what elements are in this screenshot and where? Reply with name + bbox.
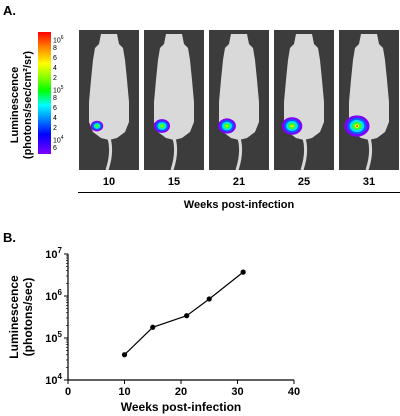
mouse-tail xyxy=(365,137,373,170)
x-tick-label: 40 xyxy=(288,386,300,398)
colorbar-tick-label: 2 xyxy=(53,125,57,132)
y-tick-label: 104 xyxy=(45,372,62,387)
mouse-body xyxy=(349,34,389,140)
colorbar-tick-label: 4 xyxy=(53,115,57,122)
week-label: 31 xyxy=(362,176,376,188)
colorbar-tick-label: 6 xyxy=(53,55,57,62)
y-axis-title-line2: (photons/sec) xyxy=(21,278,35,357)
y-tick-label: 106 xyxy=(45,288,62,303)
data-point xyxy=(184,313,190,319)
mouse-bioluminescence-image xyxy=(339,30,399,170)
x-tick-label: 20 xyxy=(175,386,187,398)
mouse-tail xyxy=(300,137,308,170)
luminescence-line-chart: 0 10 20 30 40 104 105 106 107 Weeks post-infectio… xyxy=(7,246,300,414)
mouse-tail xyxy=(105,137,113,170)
luminescence-signal xyxy=(291,125,293,127)
mouse-body xyxy=(154,34,194,140)
colorbar-tick-label: 6 xyxy=(53,105,57,112)
mouse-bioluminescence-image xyxy=(144,30,204,170)
week-label: 21 xyxy=(232,176,246,188)
panel-a-label: A. xyxy=(3,3,16,18)
y-axis-title-line1: Luminescence xyxy=(7,275,21,359)
mouse-body xyxy=(89,34,129,140)
y-tick-label: 107 xyxy=(45,246,62,261)
colorbar-tick-label: 104 xyxy=(53,135,64,145)
panel-a-axis-line xyxy=(78,192,400,193)
data-point xyxy=(121,352,128,358)
colorbar-tick-label: 106 xyxy=(53,35,64,45)
panel-b-label: B. xyxy=(3,230,16,245)
luminescence-colorbar: 106 8 6 4 2 105 8 6 4 2 104 6 xyxy=(36,32,76,154)
series-line xyxy=(124,271,244,356)
mouse-tail xyxy=(170,137,178,170)
mouse-body xyxy=(284,34,324,140)
mouse-tail xyxy=(235,137,243,170)
colorbar-tick-label: 105 xyxy=(53,85,64,95)
panel-a-y-axis-title: Luminescence (photons/sec/cm²/sr) xyxy=(9,35,35,175)
mouse-bioluminescence-image xyxy=(209,30,269,170)
x-axis-title: Weeks post-infection xyxy=(121,400,241,414)
x-tick-label: 30 xyxy=(231,386,243,398)
week-label: 25 xyxy=(297,176,311,188)
mouse-body xyxy=(219,34,259,140)
x-tick-label: 0 xyxy=(65,386,71,398)
data-point xyxy=(206,296,212,302)
panel-a-y-axis-title-line1: Luminescence xyxy=(9,66,21,144)
luminescence-signal xyxy=(161,125,163,127)
colorbar-tick-label: 2 xyxy=(53,75,57,82)
panel-a-x-axis-title: Weeks post-infection xyxy=(183,199,295,211)
y-axis-title: Luminescence (photons/sec) xyxy=(7,275,35,359)
colorbar-tick-label: 4 xyxy=(53,65,57,72)
luminescence-signal xyxy=(356,125,358,127)
y-tick-label: 105 xyxy=(45,330,62,345)
colorbar-tick-label: 8 xyxy=(53,95,57,102)
mouse-bioluminescence-image xyxy=(79,30,139,170)
panel-a-y-axis-title-line2: (photons/sec/cm²/sr) xyxy=(22,50,34,160)
week-label: 15 xyxy=(167,176,181,188)
week-label: 10 xyxy=(102,176,116,188)
colorbar-tick-label: 6 xyxy=(53,145,57,152)
data-point xyxy=(240,269,246,275)
mouse-bioluminescence-image xyxy=(274,30,334,170)
data-point xyxy=(150,324,156,330)
colorbar-gradient xyxy=(38,32,51,154)
colorbar-tick-label: 8 xyxy=(53,45,57,52)
x-tick-label: 10 xyxy=(118,386,130,398)
